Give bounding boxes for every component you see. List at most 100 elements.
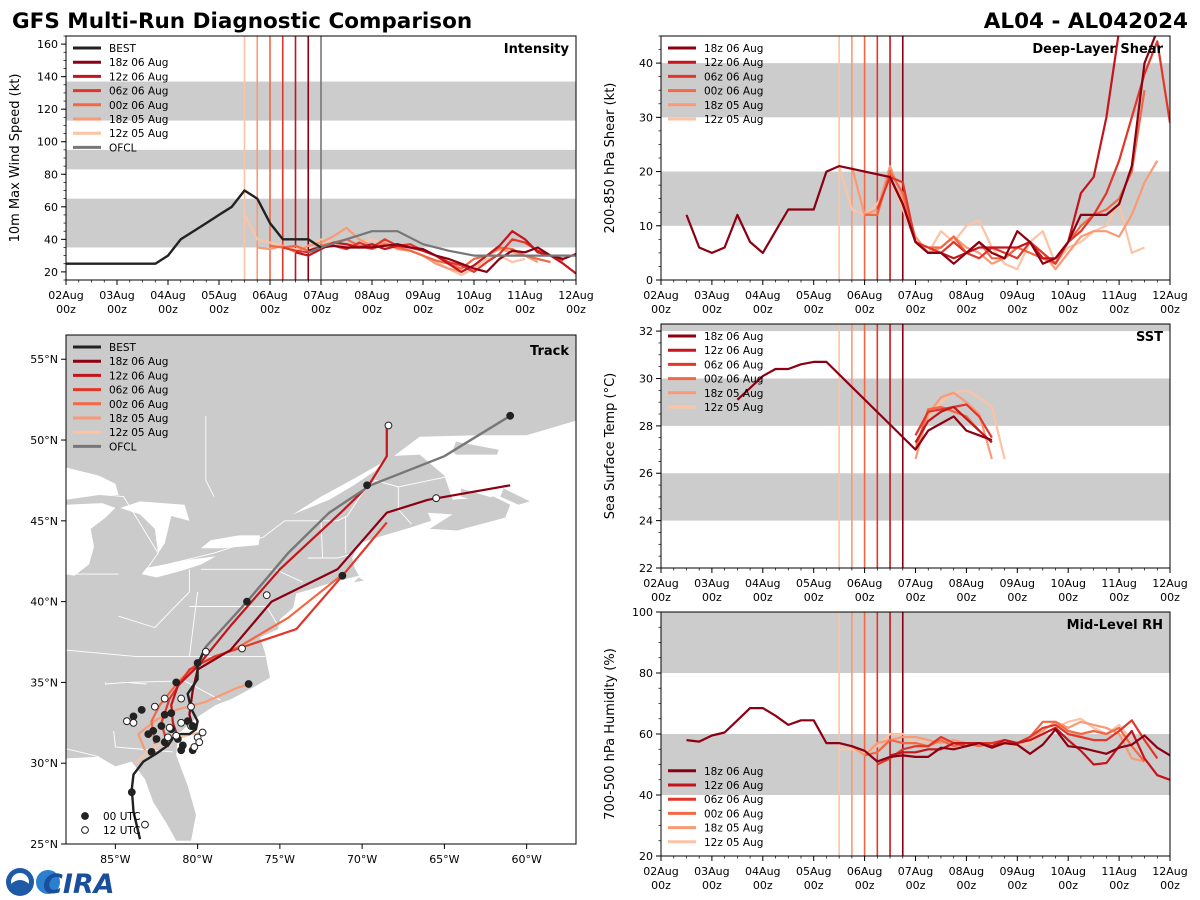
x-tick-label: 02Aug <box>643 865 678 878</box>
y-tick-label: 20 <box>639 166 653 179</box>
series-line-best <box>66 189 322 265</box>
marker-12utc <box>384 421 393 430</box>
y-axis-label: 10m Max Wind Speed (kt) <box>8 74 23 243</box>
legend-label-00z-06-aug: 00z 06 Aug <box>704 808 763 820</box>
x-tick-label: 00z <box>855 303 875 316</box>
series-line-18z-06-aug <box>736 360 993 451</box>
y-tick-label: 24 <box>639 515 653 528</box>
legend-marker-label: 00 UTC <box>103 811 141 823</box>
y-axis-label: Sea Surface Temp (°C) <box>603 373 618 520</box>
x-tick-label: 06Aug <box>252 289 287 302</box>
marker-12utc <box>201 647 210 656</box>
state-border <box>118 569 190 629</box>
x-tick-label: 09Aug <box>1000 865 1035 878</box>
x-tick-label: 02Aug <box>643 577 678 590</box>
legend-label-ofcl: OFCL <box>109 441 137 453</box>
marker-00utc <box>172 678 181 687</box>
legend-label-12z-06-aug: 12z 06 Aug <box>109 370 168 382</box>
x-tick-label: 09Aug <box>405 289 440 302</box>
rh-panel: 2040608010002Aug00z03Aug00z04Aug00z05Aug… <box>603 606 1188 892</box>
lake <box>200 535 261 549</box>
x-tick-label: 00z <box>957 591 977 604</box>
panel-title: Mid-Level RH <box>1067 618 1163 633</box>
marker-12utc <box>432 494 441 503</box>
state-border <box>126 680 221 701</box>
y-tick-label: 40 <box>44 233 58 246</box>
x-tick-label: 06Aug <box>847 577 882 590</box>
marker-00utc <box>160 710 169 719</box>
state-border <box>205 415 215 497</box>
marker-12utc <box>198 728 207 737</box>
x-tick-label: 11Aug <box>1101 577 1136 590</box>
x-tick-label: 03Aug <box>99 289 134 302</box>
state-border <box>66 649 266 658</box>
x-tick-label: 04Aug <box>745 577 780 590</box>
x-tick-label: 12Aug <box>1152 289 1187 302</box>
x-tick-label: 00z <box>804 591 824 604</box>
state-border <box>66 491 308 571</box>
state-border <box>307 554 350 559</box>
x-tick-label: 08Aug <box>354 289 389 302</box>
x-tick-label: 00z <box>56 303 76 316</box>
y-tick-label: 80 <box>639 667 653 680</box>
x-tick-label: 10Aug <box>1050 577 1085 590</box>
marker-00utc <box>363 481 371 490</box>
legend-label-12z-06-aug: 12z 06 Aug <box>704 345 763 357</box>
legend-label-06z-06-aug: 06z 06 Aug <box>704 794 763 806</box>
y-tick-label: 160 <box>37 38 58 51</box>
marker-00utc <box>137 705 146 714</box>
marker-00utc <box>152 735 161 743</box>
marker-00utc <box>338 571 347 580</box>
legend-label-00z-06-aug: 00z 06 Aug <box>109 399 168 411</box>
legend-label-ofcl: OFCL <box>109 142 137 154</box>
marker-00utc <box>167 709 176 718</box>
legend-label-06z-06-aug: 06z 06 Aug <box>109 385 168 397</box>
y-tick-label: 30 <box>639 372 653 385</box>
x-tick-label: 00z <box>107 303 127 316</box>
marker-12utc <box>160 694 169 703</box>
series-line-18z-06-aug <box>308 243 576 273</box>
shading-band <box>661 63 1170 118</box>
legend-label-18z-06-aug: 18z 06 Aug <box>704 43 763 55</box>
legend-label-06z-06-aug: 06z 06 Aug <box>109 86 168 98</box>
lake <box>120 501 190 554</box>
x-tick-label: 00z <box>651 591 671 604</box>
x-tick-label: 00z <box>957 303 977 316</box>
x-tick-label: 05Aug <box>796 289 831 302</box>
y-tick-label: 100 <box>37 136 58 149</box>
series-line-18z-06-aug <box>686 706 1170 763</box>
track-panel: 85°W 80°W 75°W 70°W 65°W 60°W 25°N 30°N 35°N 40°N… <box>30 334 577 866</box>
x-tick-label: 00z <box>855 591 875 604</box>
lake <box>66 467 119 500</box>
x-tick-label: 00z <box>362 303 382 316</box>
marker-00utc <box>127 788 136 797</box>
x-tick-label: 10Aug <box>1050 289 1085 302</box>
x-tick-label: 00z <box>1160 879 1180 892</box>
intensity-plot-area <box>66 36 576 280</box>
shading-band <box>661 171 1170 226</box>
series-line-12z-05-aug <box>914 389 1006 460</box>
x-tick-label: 00z <box>753 303 773 316</box>
y-tick-label: 0 <box>646 274 653 287</box>
legend-label-12z-06-aug: 12z 06 Aug <box>704 780 763 792</box>
legend-label-12z-06-aug: 12z 06 Aug <box>704 57 763 69</box>
y-axis-label: 200-850 hPa Shear (kt) <box>603 83 618 234</box>
marker-12utc <box>129 718 138 727</box>
legend-label-18z-05-aug: 18z 05 Aug <box>109 114 168 126</box>
cira-logo-text: CIRA <box>43 869 115 900</box>
noaa-logo <box>6 868 34 896</box>
x-tick-label: 00z <box>906 303 926 316</box>
y-tick-label: 60 <box>44 201 58 214</box>
lake <box>141 556 216 578</box>
marker-12utc <box>190 743 199 751</box>
marker-12utc <box>177 694 186 703</box>
marker-12utc <box>177 718 186 727</box>
legend-label-18z-06-aug: 18z 06 Aug <box>109 57 168 69</box>
x-tick-label: 00z <box>1109 303 1129 316</box>
series-line-ofcl <box>307 230 576 257</box>
ofcl-track-line <box>196 414 511 667</box>
x-tick-label: 00z <box>753 879 773 892</box>
legend-marker-12utc <box>81 826 89 834</box>
legend-label-06z-06-aug: 06z 06 Aug <box>704 359 763 371</box>
x-tick-label: 00z <box>1007 303 1027 316</box>
